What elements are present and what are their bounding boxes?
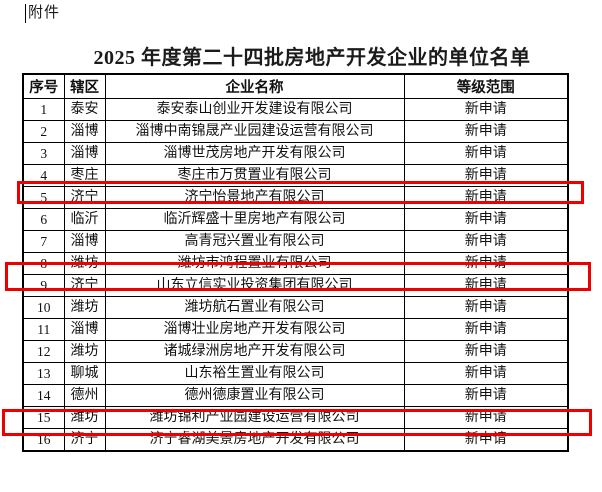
column-header-district: 辖区 xyxy=(63,73,106,99)
district-cell: 济宁 xyxy=(63,185,106,209)
column-header-company: 企业名称 xyxy=(104,73,405,99)
company-name-cell: 潍坊锦利产业园建设运营有限公司 xyxy=(104,405,405,429)
company-name-cell: 泰安泰山创业开发建设有限公司 xyxy=(104,97,405,121)
district-cell: 淄博 xyxy=(63,119,106,143)
company-name-cell: 临沂辉盛十里房地产有限公司 xyxy=(104,207,405,231)
row-number-cell: 8 xyxy=(22,251,65,275)
company-name-cell: 山东裕生置业有限公司 xyxy=(104,361,405,385)
status-cell: 新申请 xyxy=(403,317,569,341)
table-row: 6 临沂 临沂辉盛十里房地产有限公司 新申请 xyxy=(22,207,569,231)
row-number-cell: 4 xyxy=(22,163,65,187)
status-cell: 新申请 xyxy=(403,185,569,209)
company-name-cell: 淄博中南锦晟产业园建设运营有限公司 xyxy=(104,119,405,143)
status-cell: 新申请 xyxy=(403,141,569,165)
district-cell: 德州 xyxy=(63,383,106,407)
row-number-cell: 3 xyxy=(22,141,65,165)
page-title: 2025 年度第二十四批房地产开发企业的单位名单 xyxy=(93,47,531,69)
row-number-cell: 12 xyxy=(22,339,65,363)
table-row: 2 淄博 淄博中南锦晟产业园建设运营有限公司 新申请 xyxy=(22,119,569,143)
row-number-cell: 11 xyxy=(22,317,65,341)
row-number-cell: 16 xyxy=(22,427,65,451)
company-name-cell: 枣庄市万贯置业有限公司 xyxy=(104,163,405,187)
row-number-cell: 13 xyxy=(22,361,65,385)
text-cursor-caret xyxy=(25,4,26,23)
row-number-cell: 15 xyxy=(22,405,65,429)
company-name-cell: 山东立信实业投资集团有限公司 xyxy=(104,273,405,297)
status-cell: 新申请 xyxy=(403,427,569,451)
district-cell: 泰安 xyxy=(63,97,106,121)
district-cell: 潍坊 xyxy=(63,295,106,319)
district-cell: 济宁 xyxy=(63,427,106,451)
table-row: 16 济宁 济宁睿湖美景房地产开发有限公司 新申请 xyxy=(22,427,569,451)
table-row: 12 潍坊 诸城绿洲房地产开发有限公司 新申请 xyxy=(22,339,569,363)
table-row: 14 德州 德州德康置业有限公司 新申请 xyxy=(22,383,569,407)
status-cell: 新申请 xyxy=(403,383,569,407)
row-number-cell: 9 xyxy=(22,273,65,297)
status-cell: 新申请 xyxy=(403,295,569,319)
table-row: 5 济宁 济宁怡景地产有限公司 新申请 xyxy=(22,185,569,209)
table-row: 10 潍坊 潍坊航石置业有限公司 新申请 xyxy=(22,295,569,319)
row-number-cell: 14 xyxy=(22,383,65,407)
district-cell: 潍坊 xyxy=(63,405,106,429)
company-name-cell: 潍坊市鸿程置业有限公司 xyxy=(104,251,405,275)
company-name-cell: 高青冠兴置业有限公司 xyxy=(104,229,405,253)
status-cell: 新申请 xyxy=(403,163,569,187)
row-number-cell: 1 xyxy=(22,97,65,121)
district-cell: 济宁 xyxy=(63,273,106,297)
company-name-cell: 淄博壮业房地产开发有限公司 xyxy=(104,317,405,341)
row-number-cell: 7 xyxy=(22,229,65,253)
company-name-cell: 德州德康置业有限公司 xyxy=(104,383,405,407)
company-name-cell: 济宁怡景地产有限公司 xyxy=(104,185,405,209)
district-cell: 聊城 xyxy=(63,361,106,385)
column-header-status: 等级范围 xyxy=(403,73,569,99)
table-row: 11 淄博 淄博壮业房地产开发有限公司 新申请 xyxy=(22,317,569,341)
row-number-cell: 5 xyxy=(22,185,65,209)
table-row: 9 济宁 山东立信实业投资集团有限公司 新申请 xyxy=(22,273,569,297)
row-number-cell: 6 xyxy=(22,207,65,231)
district-cell: 淄博 xyxy=(63,229,106,253)
table-body: 1 泰安 泰安泰山创业开发建设有限公司 新申请 2 淄博 淄博中南锦晟产业园建设… xyxy=(22,97,569,451)
company-name-cell: 淄博世茂房地产开发有限公司 xyxy=(104,141,405,165)
table-row: 8 潍坊 潍坊市鸿程置业有限公司 新申请 xyxy=(22,251,569,275)
district-cell: 潍坊 xyxy=(63,339,106,363)
table-row: 1 泰安 泰安泰山创业开发建设有限公司 新申请 xyxy=(22,97,569,121)
column-header-no: 序号 xyxy=(22,73,65,99)
district-cell: 潍坊 xyxy=(63,251,106,275)
row-number-cell: 2 xyxy=(22,119,65,143)
table-row: 13 聊城 山东裕生置业有限公司 新申请 xyxy=(22,361,569,385)
district-cell: 淄博 xyxy=(63,141,106,165)
row-number-cell: 10 xyxy=(22,295,65,319)
status-cell: 新申请 xyxy=(403,207,569,231)
table-header-row: 序号 辖区 企业名称 等级范围 xyxy=(22,73,569,99)
district-cell: 临沂 xyxy=(63,207,106,231)
company-roster-table: 序号 辖区 企业名称 等级范围 1 泰安 泰安泰山创业开发建设有限公司 新申请 … xyxy=(22,73,569,452)
status-cell: 新申请 xyxy=(403,273,569,297)
company-name-cell: 济宁睿湖美景房地产开发有限公司 xyxy=(104,427,405,451)
status-cell: 新申请 xyxy=(403,405,569,429)
status-cell: 新申请 xyxy=(403,229,569,253)
table-row: 3 淄博 淄博世茂房地产开发有限公司 新申请 xyxy=(22,141,569,165)
status-cell: 新申请 xyxy=(403,97,569,121)
district-cell: 淄博 xyxy=(63,317,106,341)
status-cell: 新申请 xyxy=(403,339,569,363)
company-name-cell: 诸城绿洲房地产开发有限公司 xyxy=(104,339,405,363)
status-cell: 新申请 xyxy=(403,361,569,385)
status-cell: 新申请 xyxy=(403,119,569,143)
status-cell: 新申请 xyxy=(403,251,569,275)
table-row: 15 潍坊 潍坊锦利产业园建设运营有限公司 新申请 xyxy=(22,405,569,429)
table-row: 4 枣庄 枣庄市万贯置业有限公司 新申请 xyxy=(22,163,569,187)
table-row: 7 淄博 高青冠兴置业有限公司 新申请 xyxy=(22,229,569,253)
company-name-cell: 潍坊航石置业有限公司 xyxy=(104,295,405,319)
attachment-label: 附件 xyxy=(28,5,61,21)
district-cell: 枣庄 xyxy=(63,163,106,187)
